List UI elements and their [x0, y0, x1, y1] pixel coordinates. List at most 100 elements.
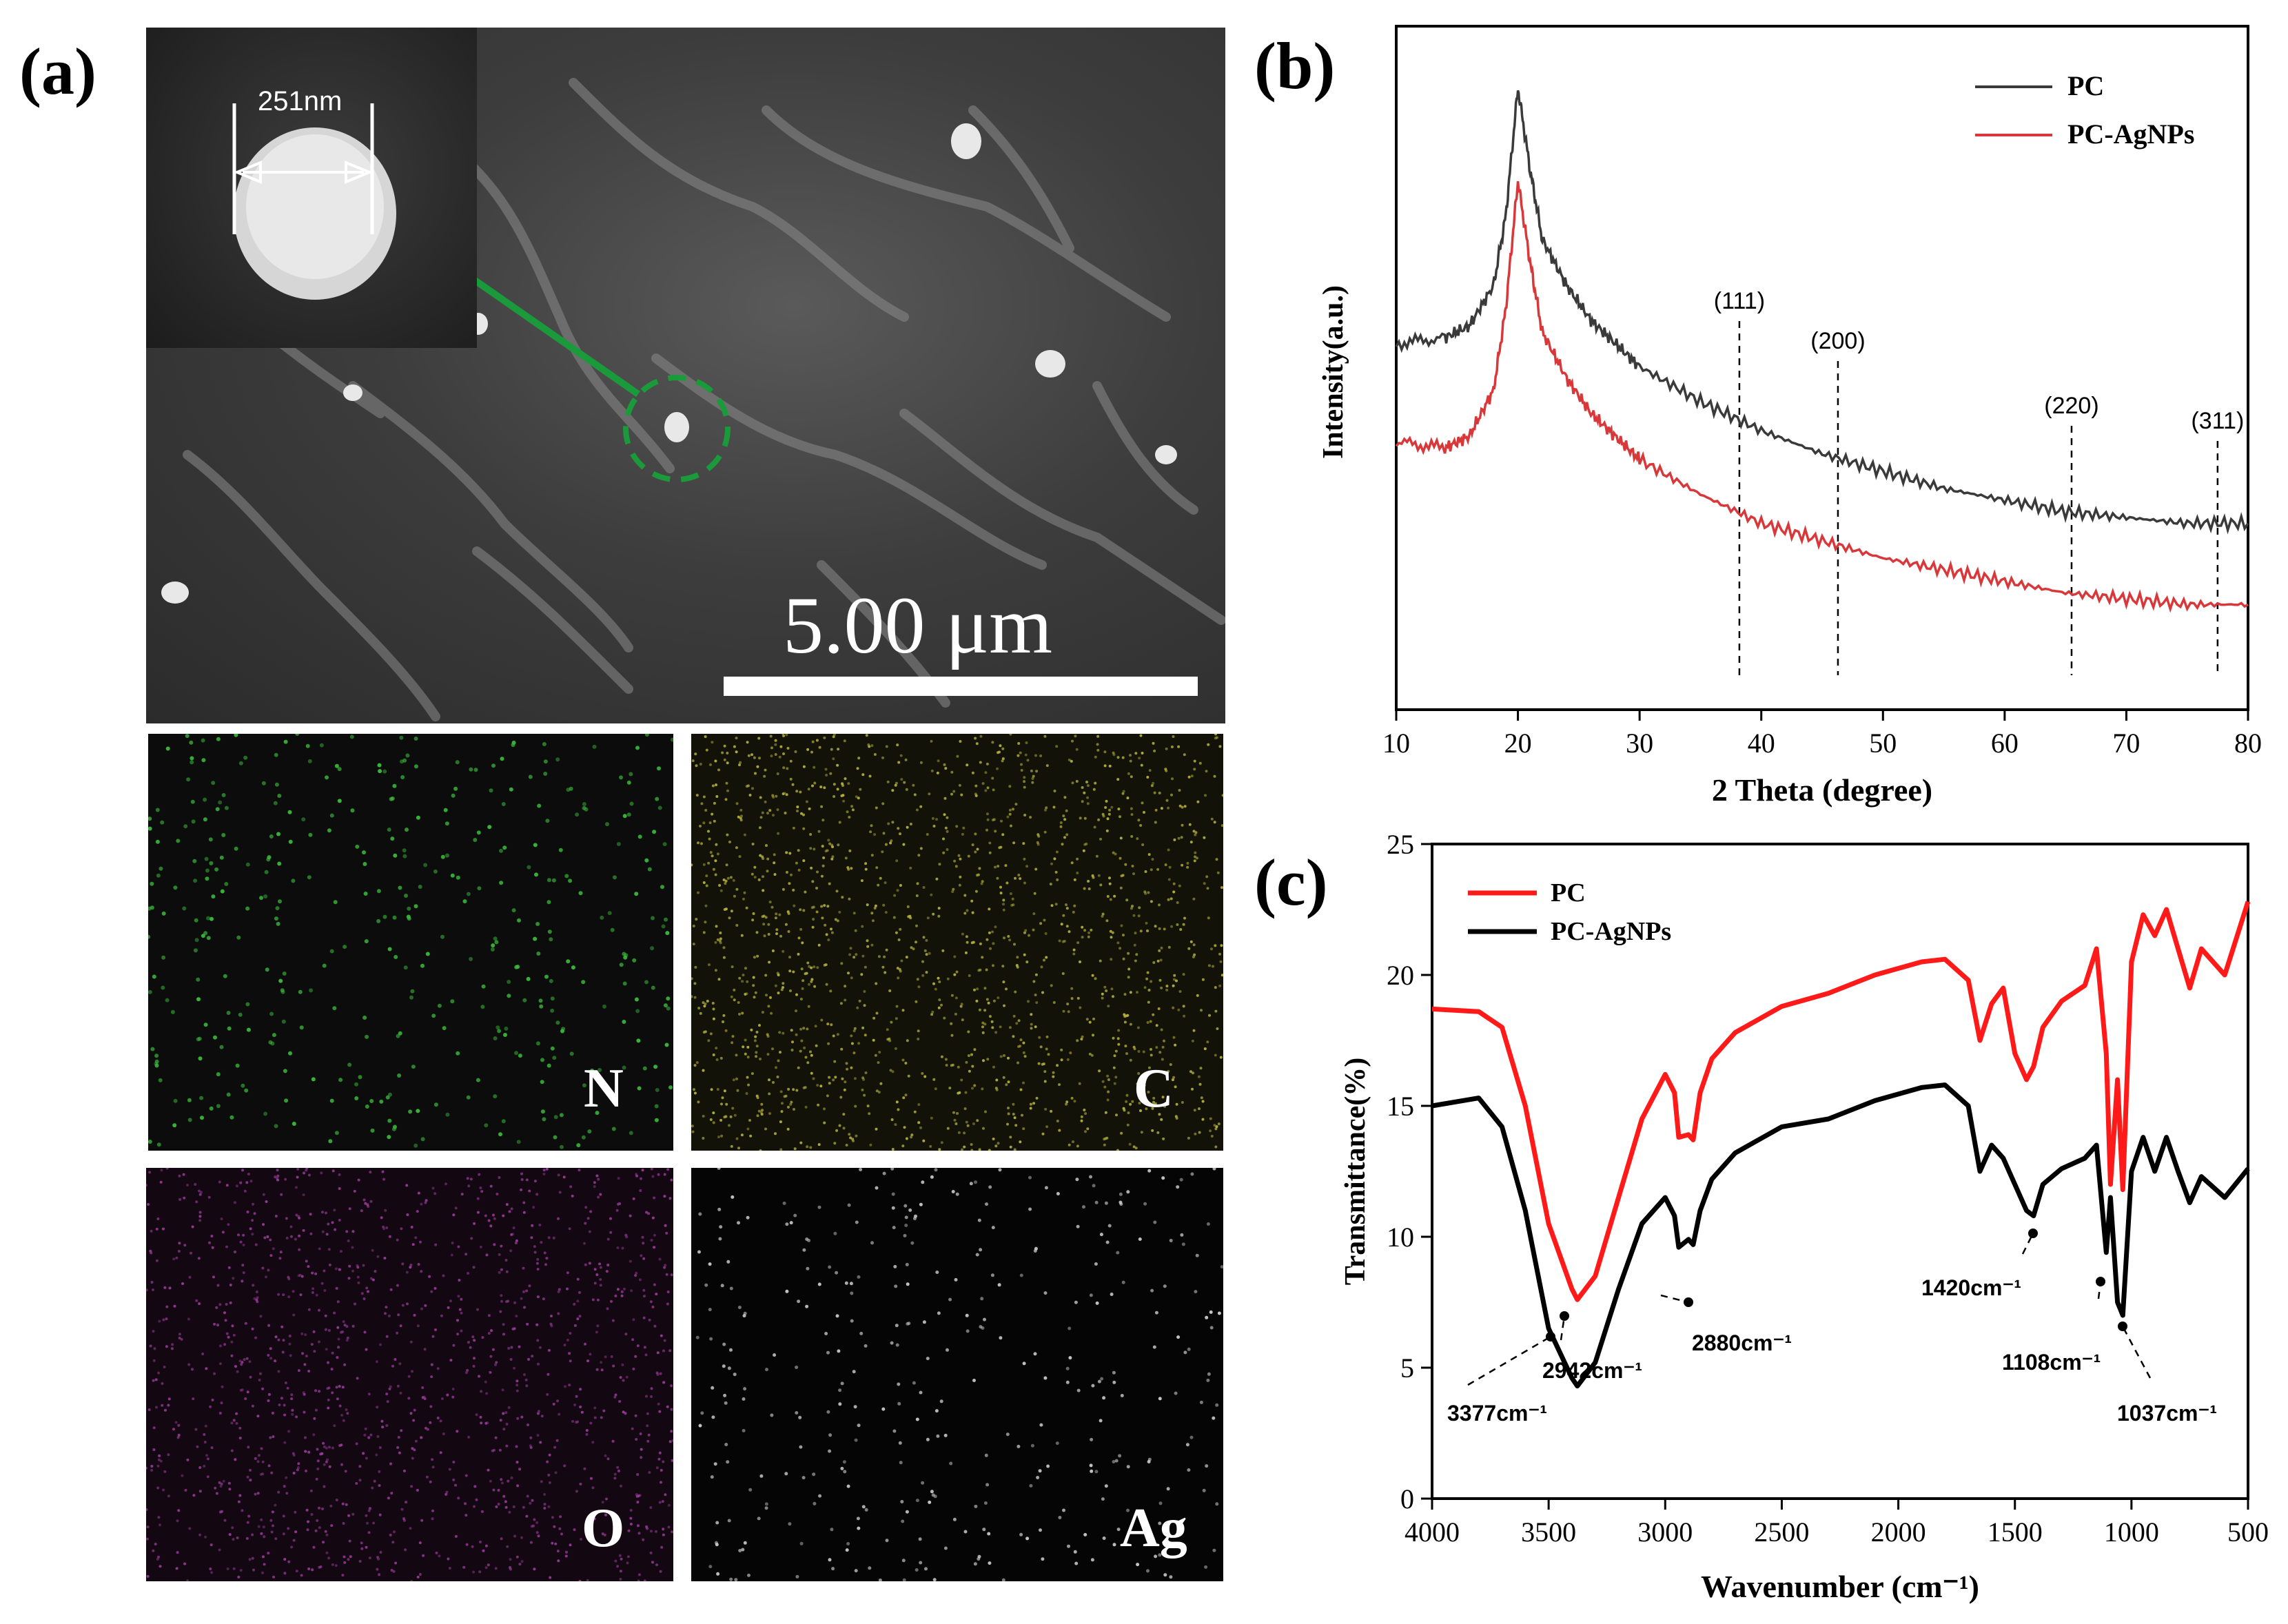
eds-dot: [282, 972, 287, 976]
eds-dot: [951, 1190, 955, 1193]
eds-dot: [360, 1547, 364, 1550]
eds-dot: [267, 1552, 270, 1555]
eds-dot: [404, 1548, 407, 1552]
eds-dot: [327, 1329, 331, 1332]
eds-dot: [392, 1570, 396, 1573]
eds-dot: [985, 938, 989, 941]
eds-dot: [659, 1570, 662, 1573]
eds-dot: [1081, 786, 1084, 789]
eds-dot: [955, 1192, 959, 1196]
eds-dot: [1119, 815, 1121, 819]
eds-dot: [602, 1409, 606, 1412]
eds-dot: [825, 983, 828, 986]
eds-dot: [173, 885, 178, 890]
eds-dot: [1163, 1573, 1167, 1577]
eds-dot: [1164, 863, 1167, 867]
eds-dot: [857, 1423, 861, 1428]
eds-dot: [1110, 987, 1114, 991]
eds-dot: [1070, 759, 1073, 763]
eds-dot: [185, 734, 190, 739]
eds-dot: [471, 1545, 474, 1548]
eds-dot: [755, 1051, 758, 1054]
ftir-series-pc: [1431, 901, 2251, 1302]
eds-dot: [739, 808, 743, 812]
eds-dot: [307, 1308, 311, 1311]
eds-dot: [1212, 1548, 1216, 1552]
eds-dot: [946, 816, 949, 819]
eds-dot: [766, 1035, 770, 1038]
eds-dot: [342, 1419, 345, 1422]
eds-dot: [413, 1448, 416, 1452]
eds-dot: [212, 1275, 215, 1279]
eds-dot: [710, 1088, 713, 1091]
eds-dot: [1175, 1102, 1178, 1106]
eds-dot: [1209, 1117, 1212, 1120]
eds-dot: [850, 1319, 854, 1323]
eds-dot: [788, 969, 792, 973]
eds-dot: [277, 861, 282, 866]
eds-dot: [611, 1439, 615, 1443]
eds-dot: [518, 1345, 521, 1348]
eds-dot: [1205, 875, 1209, 878]
eds-dot: [292, 1290, 295, 1293]
ftir-y-tick-label: 20: [1387, 960, 1414, 991]
eds-dot: [1089, 1175, 1092, 1179]
eds-dot: [1108, 764, 1112, 768]
eds-dot: [288, 1051, 292, 1056]
eds-dot: [307, 759, 312, 763]
eds-dot: [220, 1401, 223, 1405]
eds-dot: [653, 1283, 656, 1286]
eds-dot: [476, 830, 481, 835]
eds-dot: [790, 1049, 794, 1051]
eds-dot: [782, 766, 786, 770]
eds-dot: [1070, 1096, 1074, 1100]
eds-dot: [1201, 1100, 1205, 1103]
eds-dot: [714, 969, 717, 972]
eds-dot: [946, 977, 950, 980]
eds-dot: [766, 870, 769, 873]
eds-dot: [283, 1572, 287, 1575]
eds-dot: [768, 960, 771, 964]
eds-dot: [943, 813, 946, 816]
eds-dot: [540, 1480, 543, 1483]
eds-dot: [518, 1563, 522, 1566]
eds-dot: [1030, 1027, 1033, 1030]
eds-dot: [802, 765, 806, 768]
eds-dot: [691, 1124, 694, 1128]
eds-dot: [498, 1448, 502, 1452]
eds-dot: [229, 1284, 232, 1286]
eds-dot: [244, 1088, 249, 1093]
eds-dot: [1160, 807, 1163, 810]
eds-dot: [1084, 1112, 1087, 1116]
eds-dot: [1023, 1055, 1027, 1058]
eds-dot: [1033, 1249, 1037, 1253]
eds-dot: [208, 1241, 211, 1244]
eds-dot: [724, 1443, 728, 1446]
eds-dot: [1170, 793, 1173, 796]
eds-dot: [160, 1169, 163, 1172]
eds-dot: [1017, 1045, 1020, 1048]
eds-dot: [573, 1324, 577, 1327]
eds-dot: [243, 1358, 246, 1361]
eds-dot: [624, 1412, 627, 1415]
eds-dot: [357, 1178, 360, 1182]
eds-dot: [181, 1474, 184, 1477]
eds-dot: [1114, 1049, 1118, 1053]
eds-dot: [650, 1168, 653, 1171]
eds-dot: [198, 1211, 202, 1214]
eds-dot: [168, 1286, 172, 1290]
eds-dot: [762, 875, 764, 878]
eds-dot: [411, 1243, 415, 1246]
eds-dot: [1050, 862, 1053, 865]
eds-dot: [735, 846, 738, 850]
eds-dot: [779, 1120, 782, 1124]
eds-dot: [930, 1013, 934, 1016]
eds-dot: [897, 976, 900, 980]
eds-dot: [813, 985, 817, 988]
eds-dot: [334, 1564, 338, 1568]
eds-dot: [743, 1387, 747, 1391]
eds-dot: [220, 889, 225, 894]
eds-dot: [223, 1519, 227, 1522]
eds-dot: [481, 984, 486, 989]
eds-dot: [967, 1054, 970, 1058]
